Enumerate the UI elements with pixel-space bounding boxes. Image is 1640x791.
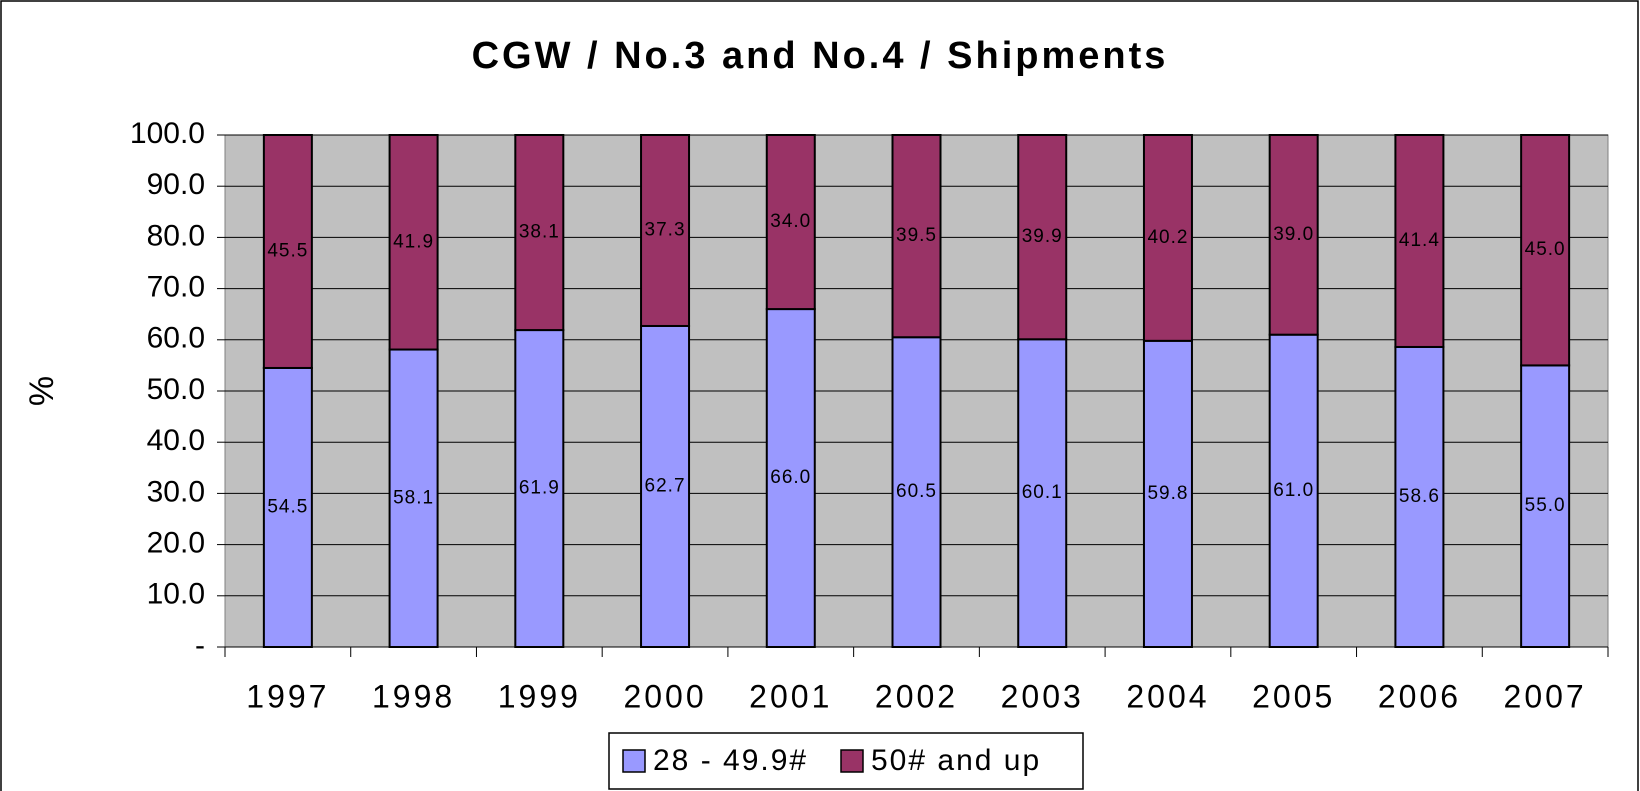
bar-segment xyxy=(1142,134,1193,342)
bar-value-label: 60.5 xyxy=(896,481,937,502)
bar-value-label: 41.9 xyxy=(393,231,434,252)
bar-value-label: 39.9 xyxy=(1022,226,1063,247)
bar-segment xyxy=(1268,333,1319,648)
legend-label: 28 - 49.9# xyxy=(653,744,808,777)
bar-value-label: 34.0 xyxy=(770,211,811,232)
y-tick-label: - xyxy=(195,629,205,662)
x-tick-label: 1999 xyxy=(498,678,581,714)
bar-segment xyxy=(891,134,942,339)
x-tick-label: 2007 xyxy=(1504,678,1587,714)
x-tick-label: 1998 xyxy=(372,678,455,714)
x-tick-label: 2000 xyxy=(623,678,706,714)
bar-segment xyxy=(1520,134,1571,367)
y-tick-label: 40.0 xyxy=(147,424,205,457)
y-tick-label: 60.0 xyxy=(147,322,205,355)
y-tick-label: 70.0 xyxy=(147,271,205,304)
bar-value-label: 38.1 xyxy=(519,222,560,243)
legend-label: 50# and up xyxy=(871,744,1041,777)
bar-segment xyxy=(640,134,691,327)
bar-value-label: 37.3 xyxy=(645,220,686,241)
y-tick-label: 100.0 xyxy=(130,117,205,150)
bar-segment xyxy=(514,329,565,648)
x-tick-label: 2002 xyxy=(875,678,958,714)
bar-segment xyxy=(514,134,565,332)
y-tick-label: 90.0 xyxy=(147,168,205,201)
bar-segment xyxy=(1017,338,1068,648)
bar-value-label: 45.0 xyxy=(1525,239,1566,260)
x-tick-label: 2001 xyxy=(749,678,832,714)
y-tick-label: 30.0 xyxy=(147,475,205,508)
bar-segment xyxy=(765,134,816,311)
bar-segment xyxy=(765,308,816,648)
bar-segment xyxy=(1394,134,1445,348)
y-tick-label: 80.0 xyxy=(147,219,205,252)
bar-value-label: 39.0 xyxy=(1273,224,1314,245)
bar-value-label: 45.5 xyxy=(267,240,308,261)
legend-swatch xyxy=(840,749,864,773)
bar-value-label: 61.0 xyxy=(1273,480,1314,501)
bar-value-label: 66.0 xyxy=(770,467,811,488)
y-tick-label: 10.0 xyxy=(147,578,205,611)
x-tick-label: 2004 xyxy=(1126,678,1209,714)
x-tick-label: 1997 xyxy=(246,678,329,714)
bar-segment xyxy=(262,134,313,369)
bar-segment xyxy=(1394,345,1445,648)
bar-value-label: 59.8 xyxy=(1147,483,1188,504)
y-tick-label: 20.0 xyxy=(147,527,205,560)
bar-segment xyxy=(1142,339,1193,648)
bar-value-label: 62.7 xyxy=(645,476,686,497)
chart-title: CGW / No.3 and No.4 / Shipments xyxy=(472,35,1169,77)
x-tick-label: 2003 xyxy=(1001,678,1084,714)
bar-value-label: 39.5 xyxy=(896,225,937,246)
bar-segment xyxy=(1017,134,1068,341)
x-tick-label: 2006 xyxy=(1378,678,1461,714)
bar-segment xyxy=(388,348,439,648)
bar-segment xyxy=(640,324,691,648)
bar-value-label: 58.6 xyxy=(1399,486,1440,507)
bar-segment xyxy=(891,336,942,648)
legend-swatch xyxy=(622,749,646,773)
bar-value-label: 54.5 xyxy=(267,496,308,517)
x-tick-label: 2005 xyxy=(1252,678,1335,714)
bar-value-label: 55.0 xyxy=(1525,495,1566,516)
bar-value-label: 60.1 xyxy=(1022,482,1063,503)
bar-segment xyxy=(388,134,439,351)
bar-value-label: 58.1 xyxy=(393,487,434,508)
bar-segment xyxy=(262,366,313,648)
bar-value-label: 41.4 xyxy=(1399,230,1440,251)
bar-value-label: 40.2 xyxy=(1147,227,1188,248)
y-axis-label: % xyxy=(23,376,61,406)
y-tick-label: 50.0 xyxy=(147,373,205,406)
bar-value-label: 61.9 xyxy=(519,478,560,499)
bar-segment xyxy=(1268,134,1319,336)
